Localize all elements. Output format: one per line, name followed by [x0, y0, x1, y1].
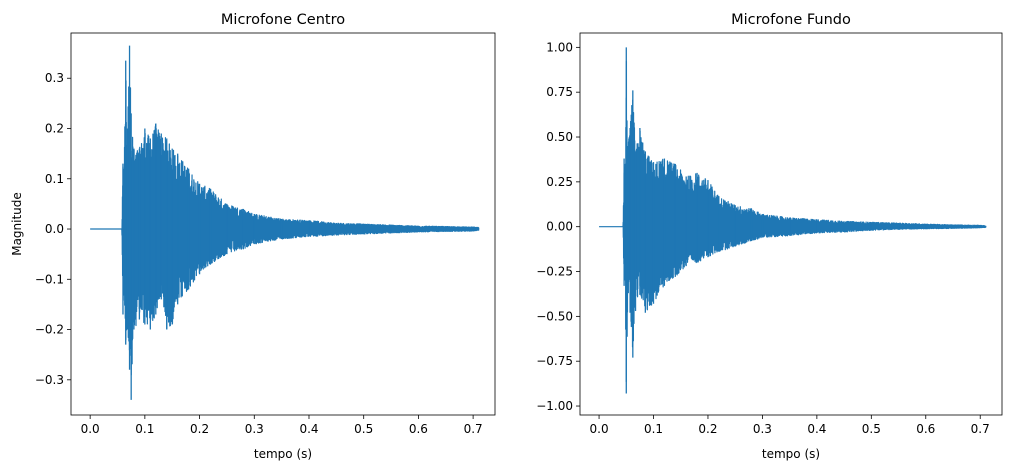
x-tick-label: 0.6 [916, 422, 935, 436]
y-tick-label: −0.25 [536, 265, 573, 279]
x-tick-label: 0.0 [590, 422, 609, 436]
x-tick-label: 0.4 [299, 422, 318, 436]
x-tick-label: 0.3 [245, 422, 264, 436]
y-tick-label: 0.0 [45, 222, 64, 236]
chart-right-title: Microfone Fundo [731, 12, 851, 28]
chart-right-xlabel: tempo (s) [762, 447, 820, 461]
y-tick-label: −1.00 [536, 399, 573, 413]
chart-left-plot-area [70, 32, 496, 416]
y-tick-label: 0.50 [546, 130, 573, 144]
waveform-line [89, 80, 480, 376]
waveform-line [598, 60, 987, 383]
chart-right-plot-area [579, 32, 1003, 416]
chart-left-ylabel: Magnitude [10, 192, 24, 256]
y-tick-label: 1.00 [546, 40, 573, 54]
x-tick-label: 0.7 [971, 422, 990, 436]
y-tick-label: −0.3 [35, 373, 64, 387]
chart-left: Microfone Centro 0.0 0.1 0.2 0.3 0.4 0.5 0.6 0.… [10, 12, 496, 461]
x-tick-label: 0.2 [698, 422, 717, 436]
chart-right: Microfone Fundo 0.0 0.1 0.2 0.3 0.4 0.5 0.6 0.7… [536, 12, 1003, 461]
x-tick-label: 0.5 [354, 422, 373, 436]
y-tick-label: −0.50 [536, 309, 573, 323]
x-tick-label: 0.4 [807, 422, 826, 436]
chart-left-series [89, 45, 480, 400]
y-tick-label: −0.2 [35, 323, 64, 337]
y-tick-label: 0.00 [546, 220, 573, 234]
x-tick-label: 0.5 [862, 422, 881, 436]
chart-right-ticks: 0.0 0.1 0.2 0.3 0.4 0.5 0.6 0.7 −1.00 −0.75 −0.50 −… [536, 40, 990, 436]
y-tick-label: −0.1 [35, 272, 64, 286]
chart-left-ticks: 0.0 0.1 0.2 0.3 0.4 0.5 0.6 0.7 −0.3 −0.2 −0.1 0.0 0… [35, 71, 483, 436]
x-tick-label: 0.0 [81, 422, 100, 436]
y-tick-label: −0.75 [536, 354, 573, 368]
y-tick-label: 0.3 [45, 71, 64, 85]
x-tick-label: 0.2 [190, 422, 209, 436]
x-tick-label: 0.3 [753, 422, 772, 436]
chart-left-title: Microfone Centro [221, 12, 345, 28]
y-tick-label: 0.25 [546, 175, 573, 189]
x-tick-label: 0.1 [135, 422, 154, 436]
x-tick-label: 0.7 [464, 422, 483, 436]
chart-right-series [598, 47, 987, 394]
y-tick-label: 0.1 [45, 172, 64, 186]
y-tick-label: 0.2 [45, 122, 64, 136]
chart-left-xlabel: tempo (s) [254, 447, 312, 461]
x-tick-label: 0.6 [409, 422, 428, 436]
x-tick-label: 0.1 [644, 422, 663, 436]
y-tick-label: 0.75 [546, 85, 573, 99]
